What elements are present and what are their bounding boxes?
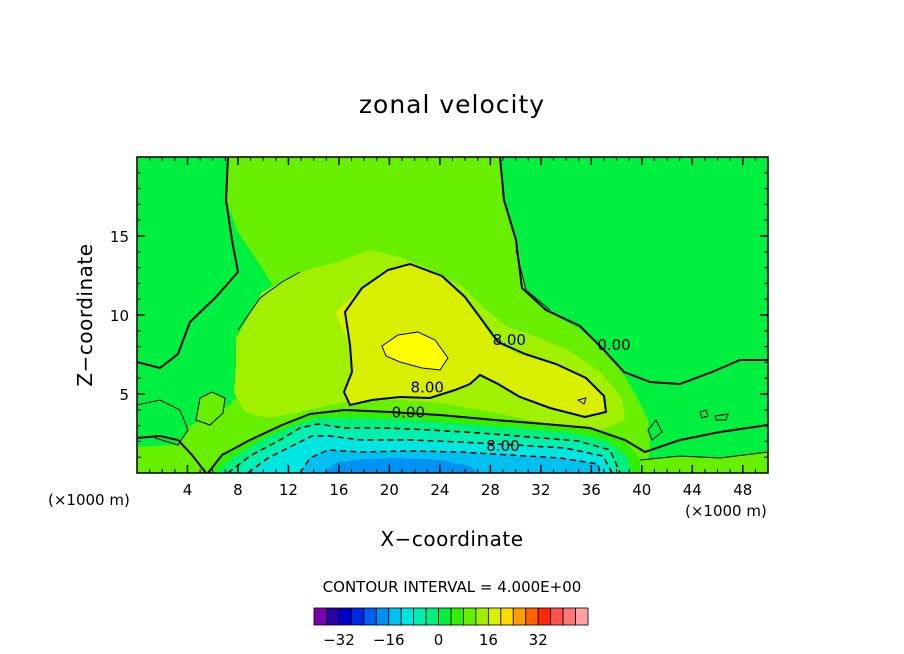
colorbar-tick-label: −16 (373, 631, 405, 649)
region-level-0 (137, 400, 188, 445)
colorbar-swatch (338, 607, 352, 626)
contour-label: 8.00 (411, 378, 444, 396)
x-tick-label: 16 (329, 481, 348, 499)
contour-labels: 8.00 0.00 8.00 0.00 8.00 (392, 331, 631, 455)
x-tick-label: 40 (632, 481, 651, 499)
colorbar-swatch (388, 607, 402, 626)
colorbar-swatch (475, 607, 489, 626)
colorbar-swatch (438, 607, 452, 626)
colorbar-swatch (575, 607, 589, 626)
colorbar-swatch (350, 607, 365, 626)
chart-title: zonal velocity (359, 90, 545, 119)
colorbar-swatch (450, 607, 464, 626)
x-tick-label: 44 (683, 481, 702, 499)
contour-label: 0.00 (392, 404, 425, 422)
colorbar-swatch (500, 607, 514, 626)
x-tick-label: 48 (733, 481, 752, 499)
y-tick-label: 10 (110, 307, 129, 325)
colorbar-swatch (487, 607, 502, 626)
contour-lines (137, 157, 768, 473)
x-tick-label: 28 (481, 481, 500, 499)
x-tick-label: 32 (531, 481, 550, 499)
colorbar-swatch (550, 607, 564, 626)
contour-interval-text: CONTOUR INTERVAL = 4.000E+00 (323, 578, 582, 596)
y-tick-label: 15 (110, 228, 129, 246)
contour-label: 8.00 (493, 331, 526, 349)
x-tick-label: 12 (279, 481, 298, 499)
x-tick-label: 36 (582, 481, 601, 499)
colorbar-swatch (363, 607, 377, 626)
x-tick-label: 8 (233, 481, 243, 499)
contour-label: 0.00 (597, 336, 630, 354)
colorbar-swatch (537, 607, 552, 626)
region-level-16 (382, 332, 448, 370)
colorbar-swatch (425, 607, 439, 626)
colorbar-swatch (326, 607, 340, 626)
colorbar-swatch (512, 607, 527, 626)
x-unit-label-right: (×1000 m) (685, 502, 767, 520)
colorbar-tick-label: 0 (434, 631, 444, 649)
colorbar-swatch (375, 607, 390, 626)
x-tick-label: 4 (183, 481, 193, 499)
colorbar-swatch (562, 607, 576, 626)
region-level-12 (335, 264, 606, 416)
colorbar-swatch (413, 607, 427, 626)
region-level-4 (196, 392, 225, 425)
x-axis-label: X−coordinate (380, 527, 523, 551)
colorbar-swatch (525, 607, 539, 626)
region-level-neg24 (322, 458, 478, 473)
x-unit-label-left: (×1000 m) (48, 491, 130, 509)
x-tick-label: 24 (430, 481, 449, 499)
colorbar-tick-label: 32 (529, 631, 548, 649)
y-axis-label: Z−coordinate (73, 243, 97, 386)
colorbar-tick-label: −32 (323, 631, 355, 649)
x-tick-label: 20 (380, 481, 399, 499)
colorbar: −32 −16 0 16 32 (313, 607, 589, 649)
colorbar-tick-label: 16 (479, 631, 498, 649)
colorbar-swatch (400, 607, 415, 626)
contour-label: 8.00 (486, 437, 519, 455)
colorbar-swatch (463, 607, 477, 626)
colorbar-swatch (313, 607, 327, 626)
y-tick-label: 5 (119, 386, 129, 404)
